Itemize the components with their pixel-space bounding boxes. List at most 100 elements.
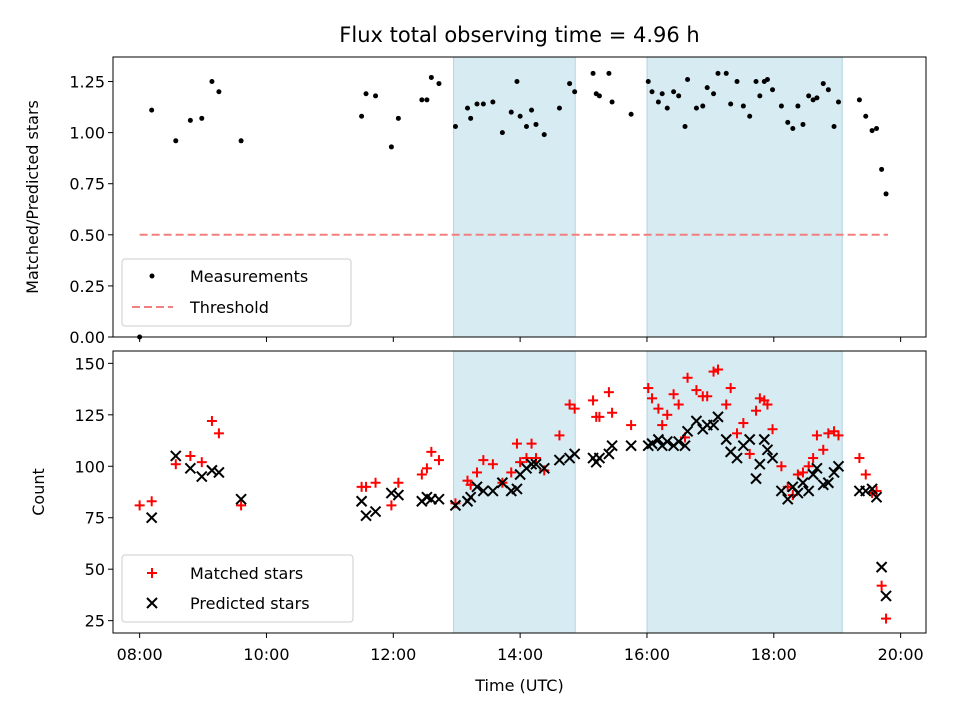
data-point-predicted-stars: [797, 477, 809, 489]
bottom-y-tick-label: 75: [85, 509, 105, 528]
data-point-matched-stars: [751, 405, 762, 416]
data-point-measurements: [424, 97, 430, 103]
data-point-measurements: [199, 115, 205, 121]
data-point-measurements: [649, 89, 655, 95]
data-point-predicted-stars: [496, 477, 509, 489]
data-point-matched-stars: [206, 415, 217, 426]
data-point-measurements: [596, 93, 602, 99]
data-point-matched-stars: [754, 393, 765, 404]
data-point-measurements: [238, 138, 244, 144]
data-point-matched-stars: [511, 438, 522, 449]
data-point-predicted-stars: [712, 411, 724, 423]
data-point-matched-stars: [673, 399, 684, 410]
data-point-matched-stars: [196, 457, 207, 468]
bottom-y-tick-label: 50: [85, 560, 105, 579]
data-point-measurements: [359, 113, 365, 119]
data-point-predicted-stars: [235, 493, 247, 505]
data-point-measurements: [395, 115, 401, 121]
top-y-tick-label: 0.25: [69, 277, 105, 296]
x-axis-label: Time (UTC): [474, 676, 563, 695]
data-point-measurements: [659, 91, 665, 97]
data-point-measurements: [806, 93, 812, 99]
data-point-matched-stars: [134, 500, 145, 511]
data-point-predicted-stars: [750, 472, 762, 485]
x-tick-label: 10:00: [243, 645, 289, 664]
data-point-matched-stars: [554, 430, 565, 441]
data-point-measurements: [825, 87, 831, 93]
data-point-measurements: [856, 97, 862, 103]
bottom-y-axis-label: Count: [29, 468, 48, 516]
data-point-measurements: [863, 113, 869, 119]
top-legend: Measurements Threshold: [121, 258, 352, 327]
data-point-measurements: [523, 123, 529, 129]
top-plot-area: [137, 70, 889, 340]
data-point-measurements: [682, 123, 688, 129]
data-point-measurements: [693, 105, 699, 111]
data-point-predicted-stars: [464, 491, 477, 503]
data-point-matched-stars: [662, 409, 673, 420]
data-point-matched-stars: [569, 403, 580, 414]
data-point-predicted-stars: [568, 448, 581, 460]
data-point-measurements: [187, 117, 193, 123]
data-point-matched-stars: [762, 399, 773, 410]
data-point-matched-stars: [811, 430, 822, 441]
data-point-predicted-stars: [828, 466, 840, 479]
data-point-matched-stars: [588, 395, 599, 406]
data-point-matched-stars: [603, 387, 614, 398]
data-point-predicted-stars: [807, 468, 819, 481]
data-point-predicted-stars: [525, 458, 538, 470]
data-point-predicted-stars: [707, 419, 720, 431]
data-point-measurements: [770, 87, 776, 93]
data-point-predicted-stars: [471, 481, 483, 493]
data-point-matched-stars: [833, 430, 844, 441]
data-point-matched-stars: [526, 438, 537, 449]
data-point-matched-stars: [370, 477, 381, 488]
data-point-matched-stars: [854, 453, 865, 464]
data-point-matched-stars: [643, 383, 654, 394]
data-point-measurements: [740, 103, 746, 109]
data-point-predicted-stars: [860, 485, 872, 497]
top-axes-frame: [112, 56, 927, 338]
data-point-measurements: [778, 103, 784, 109]
data-point-measurements: [723, 70, 729, 76]
data-point-predicted-stars: [487, 485, 499, 497]
top-shaded-interval: [453, 56, 576, 338]
data-point-measurements: [609, 99, 615, 105]
data-point-measurements: [533, 121, 539, 127]
data-point-measurements: [373, 93, 379, 99]
data-point-matched-stars: [732, 428, 743, 439]
data-point-matched-stars: [744, 448, 755, 459]
top-legend-box: [121, 258, 352, 327]
data-point-predicted-stars: [433, 493, 445, 505]
data-point-matched-stars: [702, 391, 713, 402]
data-point-measurements: [764, 76, 770, 82]
data-point-predicted-stars: [538, 462, 550, 475]
data-point-matched-stars: [808, 453, 819, 464]
bottom-panel: 25 50 75 100 125 150 08:00 10:00 12:00 14:00 16:00…: [29, 350, 927, 695]
data-point-measurements: [728, 101, 734, 107]
data-point-measurements: [685, 76, 691, 82]
data-point-measurements: [874, 126, 880, 132]
data-point-predicted-stars: [206, 464, 218, 477]
data-point-measurements: [814, 95, 820, 101]
data-point-measurements: [508, 109, 514, 115]
data-point-predicted-stars: [511, 483, 523, 495]
x-tick-label: 12:00: [370, 645, 416, 664]
data-point-matched-stars: [361, 481, 372, 492]
legend-label-predicted: Predicted stars: [190, 594, 310, 613]
data-point-measurements: [452, 123, 458, 129]
data-point-measurements: [869, 128, 875, 134]
bottom-plot-area: [134, 364, 892, 624]
bottom-y-tick-label: 125: [74, 406, 105, 425]
data-point-predicted-stars: [385, 487, 398, 499]
data-point-measurements: [567, 81, 573, 87]
data-point-matched-stars: [860, 469, 871, 480]
top-shaded-intervals: [453, 56, 843, 338]
data-point-matched-stars: [170, 459, 181, 470]
data-point-predicted-stars: [758, 433, 770, 446]
top-panel: 0.00 0.25 0.50 0.75 1.00 1.25 Flux total obse…: [23, 23, 927, 347]
data-point-matched-stars: [708, 366, 719, 377]
data-point-matched-stars: [213, 428, 224, 439]
top-axis-ticks: 0.00 0.25 0.50 0.75 1.00 1.25: [69, 73, 902, 347]
